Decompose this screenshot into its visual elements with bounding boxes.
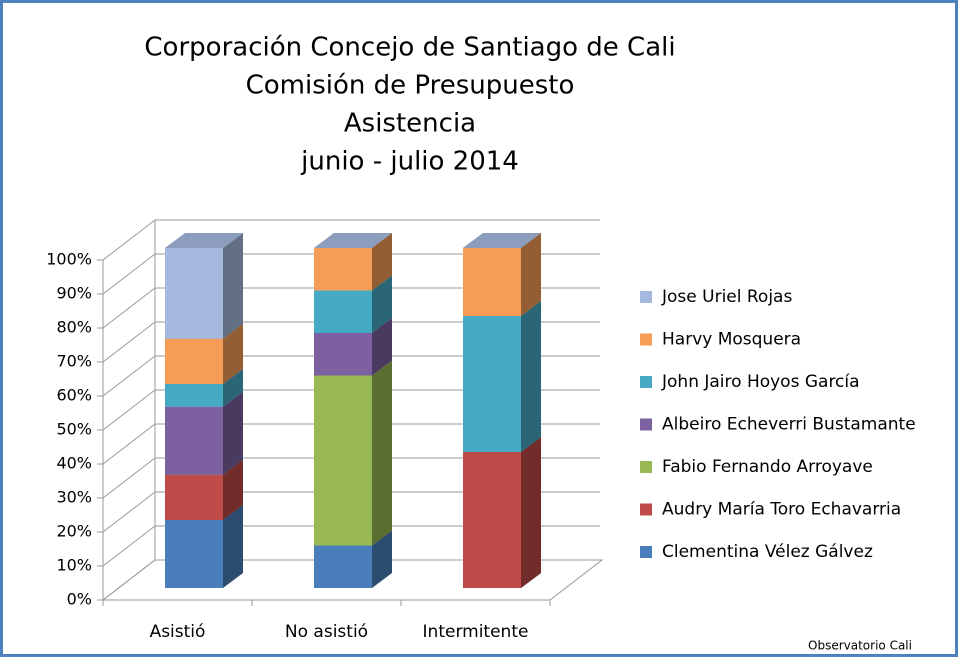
bar-segment: [463, 301, 541, 452]
bar-front: [165, 474, 223, 520]
legend-swatch: [640, 333, 652, 346]
y-tick-label: 0%: [67, 590, 92, 609]
chart-title: Comisión de Presupuesto: [246, 71, 575, 101]
bar-side: [372, 318, 392, 376]
y-tick-label: 70%: [56, 352, 92, 371]
bar-front: [463, 452, 521, 588]
y-tick-label: 100%: [46, 250, 92, 269]
grid-line: [102, 355, 600, 397]
grid-line: [102, 423, 600, 465]
bar-top: [463, 233, 541, 248]
legend-swatch: [640, 418, 652, 431]
bar-side: [521, 233, 541, 316]
bar-front: [165, 406, 223, 475]
bar-side: [223, 233, 243, 339]
bar-side: [372, 530, 392, 588]
legend-label: Audry María Toro Echavarria: [662, 500, 901, 520]
bar-front: [463, 316, 521, 452]
bar-front: [314, 248, 372, 291]
bar-segment: [463, 437, 541, 588]
bar-segment: [314, 233, 392, 248]
bar-side: [372, 360, 392, 546]
y-tick-label: 60%: [56, 386, 92, 405]
bar-top: [314, 233, 392, 248]
y-tick-label: 40%: [56, 454, 92, 473]
grid-line: [102, 525, 600, 567]
x-tick-label: No asistió: [285, 622, 368, 642]
legend-swatch: [640, 503, 652, 516]
bar-front: [314, 375, 372, 546]
bar-side: [372, 275, 392, 333]
grid-line: [102, 491, 600, 533]
bar-side: [223, 323, 243, 384]
legend-label: Albeiro Echeverri Bustamante: [662, 415, 916, 435]
y-tick-label: 10%: [56, 556, 92, 575]
bar-front: [165, 384, 223, 407]
legend-label: Jose Uriel Rojas: [661, 287, 792, 307]
legend-swatch: [640, 546, 652, 558]
source: Observatorio Cali: [808, 639, 912, 653]
bar-side: [521, 301, 541, 452]
legend-label: John Jairo Hoyos García: [661, 372, 860, 392]
grid-line: [102, 287, 600, 329]
grid-line: [102, 389, 600, 431]
bar-side: [223, 459, 243, 520]
y-tick-label: 80%: [56, 318, 92, 337]
grid-line: [102, 559, 600, 601]
bar-segment: [314, 360, 392, 546]
chart-title: junio - julio 2014: [300, 147, 519, 177]
bar-top: [165, 233, 243, 248]
bar-side: [223, 369, 243, 407]
bar-front: [314, 290, 372, 333]
bar-segment: [463, 233, 541, 248]
bar-segment: [165, 233, 243, 339]
legend-label: Harvy Mosquera: [662, 330, 801, 350]
bar-front: [463, 248, 521, 316]
chart-title: Asistencia: [344, 109, 476, 139]
legend-label: Clementina Vélez Gálvez: [662, 542, 873, 562]
bar-side: [223, 391, 243, 475]
bar-side: [372, 233, 392, 291]
x-tick-label: Intermitente: [423, 622, 529, 642]
bar-front: [165, 520, 223, 588]
legend-swatch: [640, 376, 652, 388]
legend-label: Fabio Fernando Arroyave: [662, 457, 873, 477]
grid-line: [102, 321, 600, 363]
bar-front: [314, 545, 372, 588]
bar-front: [165, 338, 223, 384]
y-tick-label: 20%: [56, 522, 92, 541]
x-tick-label: Asistió: [150, 622, 206, 642]
bar-side: [223, 505, 243, 588]
bar-side: [521, 437, 541, 588]
legend-swatch: [640, 291, 652, 303]
grid-line: [102, 457, 600, 499]
bar-front: [165, 248, 223, 339]
chart-title: Corporación Concejo de Santiago de Cali: [144, 33, 675, 63]
bar-front: [314, 333, 372, 376]
grid-line: [102, 219, 600, 261]
y-tick-label: 30%: [56, 488, 92, 507]
legend-swatch: [640, 461, 652, 473]
y-tick-label: 90%: [56, 284, 92, 303]
y-tick-label: 50%: [56, 420, 92, 439]
grid-line: [102, 253, 600, 295]
